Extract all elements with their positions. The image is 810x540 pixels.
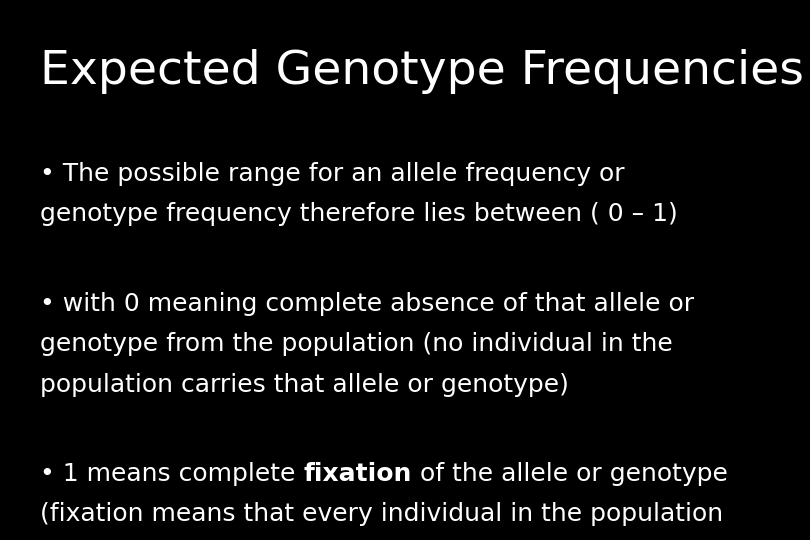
Text: Expected Genotype Frequencies: Expected Genotype Frequencies — [40, 49, 804, 93]
Text: (fixation means that every individual in the population: (fixation means that every individual in… — [40, 502, 723, 526]
Text: fixation: fixation — [304, 462, 412, 485]
Text: • 1 means complete: • 1 means complete — [40, 462, 304, 485]
Text: • The possible range for an allele frequency or: • The possible range for an allele frequ… — [40, 162, 625, 186]
Text: genotype from the population (no individual in the: genotype from the population (no individ… — [40, 332, 673, 356]
Text: population carries that allele or genotype): population carries that allele or genoty… — [40, 373, 569, 396]
Text: of the allele or genotype: of the allele or genotype — [412, 462, 728, 485]
Text: • with 0 meaning complete absence of that allele or: • with 0 meaning complete absence of tha… — [40, 292, 695, 315]
Text: genotype frequency therefore lies between ( 0 – 1): genotype frequency therefore lies betwee… — [40, 202, 678, 226]
